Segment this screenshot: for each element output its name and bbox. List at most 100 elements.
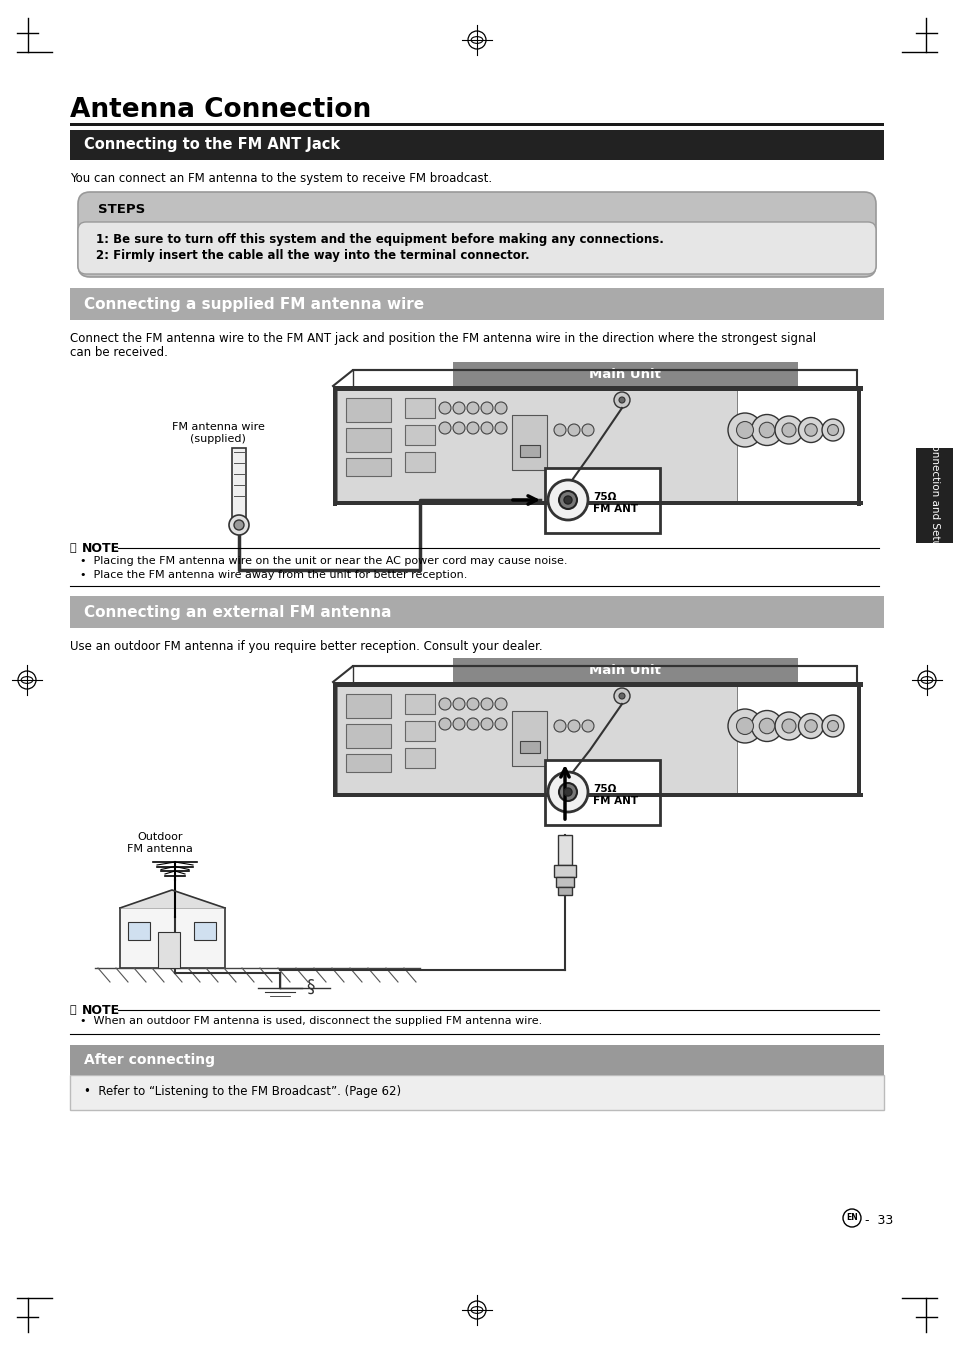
Bar xyxy=(70,1045,883,1075)
Text: (supplied): (supplied) xyxy=(190,433,246,444)
Bar xyxy=(453,657,797,682)
Circle shape xyxy=(774,416,802,444)
Text: •  Refer to “Listening to the FM Broadcast”. (Page 62): • Refer to “Listening to the FM Broadcas… xyxy=(84,1085,400,1099)
Circle shape xyxy=(438,698,451,710)
Bar xyxy=(232,448,246,518)
Text: NOTE: NOTE xyxy=(82,541,120,555)
Text: Antenna Connection: Antenna Connection xyxy=(70,97,371,123)
Bar xyxy=(333,682,336,796)
Circle shape xyxy=(480,402,493,414)
Text: Connecting a supplied FM antenna wire: Connecting a supplied FM antenna wire xyxy=(84,297,424,312)
Bar xyxy=(405,694,435,714)
Circle shape xyxy=(554,424,565,436)
Bar xyxy=(405,721,435,741)
Circle shape xyxy=(821,418,843,441)
Text: FM ANT: FM ANT xyxy=(593,504,638,514)
Bar xyxy=(336,686,737,794)
Bar xyxy=(333,386,336,506)
Bar xyxy=(556,878,574,887)
Text: 75Ω: 75Ω xyxy=(593,784,616,794)
Circle shape xyxy=(581,720,594,732)
Circle shape xyxy=(554,720,565,732)
Circle shape xyxy=(751,710,781,741)
FancyBboxPatch shape xyxy=(78,221,875,274)
Bar xyxy=(333,792,862,796)
Circle shape xyxy=(467,402,478,414)
Circle shape xyxy=(618,693,624,699)
Bar xyxy=(544,468,659,533)
Bar xyxy=(70,130,883,161)
Text: FM antenna: FM antenna xyxy=(127,844,193,855)
Bar xyxy=(158,931,180,968)
Circle shape xyxy=(453,423,464,433)
Circle shape xyxy=(826,424,838,436)
Bar xyxy=(346,724,391,748)
Circle shape xyxy=(495,698,506,710)
Bar xyxy=(453,362,797,386)
Circle shape xyxy=(547,772,587,811)
Circle shape xyxy=(480,718,493,730)
Text: Connection and Setup: Connection and Setup xyxy=(929,437,939,554)
Text: After connecting: After connecting xyxy=(84,1053,214,1066)
Text: 1: Be sure to turn off this system and the equipment before making any connectio: 1: Be sure to turn off this system and t… xyxy=(96,234,663,246)
Circle shape xyxy=(229,514,249,535)
Text: -  33: - 33 xyxy=(864,1214,892,1227)
Bar xyxy=(120,909,225,968)
Text: •  Place the FM antenna wire away from the unit for better reception.: • Place the FM antenna wire away from th… xyxy=(80,570,467,580)
Bar xyxy=(405,452,435,472)
Bar xyxy=(333,501,862,505)
Circle shape xyxy=(233,520,244,531)
Text: Use an outdoor FM antenna if you require better reception. Consult your dealer.: Use an outdoor FM antenna if you require… xyxy=(70,640,542,653)
Circle shape xyxy=(495,718,506,730)
Bar xyxy=(128,922,150,940)
Text: Main Unit: Main Unit xyxy=(588,663,660,676)
Text: NOTE: NOTE xyxy=(82,1003,120,1017)
Bar xyxy=(405,748,435,768)
Text: 2: Firmly insert the cable all the way into the terminal connector.: 2: Firmly insert the cable all the way i… xyxy=(96,248,529,262)
Text: Connecting an external FM antenna: Connecting an external FM antenna xyxy=(84,605,391,620)
Text: EN: EN xyxy=(845,1214,857,1223)
Bar xyxy=(70,595,883,628)
Text: can be received.: can be received. xyxy=(70,346,168,359)
Circle shape xyxy=(563,788,572,796)
Circle shape xyxy=(480,698,493,710)
Bar xyxy=(346,428,391,452)
FancyBboxPatch shape xyxy=(78,192,875,277)
Circle shape xyxy=(826,721,838,732)
Text: §: § xyxy=(306,977,314,996)
Bar xyxy=(558,836,572,865)
Text: Connect the FM antenna wire to the FM ANT jack and position the FM antenna wire : Connect the FM antenna wire to the FM AN… xyxy=(70,332,815,346)
Circle shape xyxy=(618,397,624,404)
Circle shape xyxy=(614,688,629,703)
Bar xyxy=(70,123,883,126)
Bar xyxy=(346,398,391,423)
Circle shape xyxy=(727,709,761,742)
Text: •  Placing the FM antenna wire on the unit or near the AC power cord may cause n: • Placing the FM antenna wire on the uni… xyxy=(80,556,567,566)
Text: ⎙: ⎙ xyxy=(70,1004,76,1015)
Circle shape xyxy=(759,718,774,734)
Bar xyxy=(333,682,862,687)
Bar xyxy=(519,741,539,753)
Bar xyxy=(333,386,862,391)
Circle shape xyxy=(581,424,594,436)
Circle shape xyxy=(804,720,817,732)
Circle shape xyxy=(495,423,506,433)
Text: FM ANT: FM ANT xyxy=(593,796,638,806)
Circle shape xyxy=(453,718,464,730)
Bar xyxy=(519,446,539,458)
Circle shape xyxy=(798,417,822,443)
Bar xyxy=(346,458,391,477)
Text: •  When an outdoor FM antenna is used, disconnect the supplied FM antenna wire.: • When an outdoor FM antenna is used, di… xyxy=(80,1017,541,1026)
Circle shape xyxy=(558,491,577,509)
Circle shape xyxy=(467,423,478,433)
Bar xyxy=(336,390,737,502)
Text: You can connect an FM antenna to the system to receive FM broadcast.: You can connect an FM antenna to the sys… xyxy=(70,171,492,185)
Bar xyxy=(70,288,883,320)
Bar xyxy=(856,682,861,796)
Text: FM antenna wire: FM antenna wire xyxy=(172,423,264,432)
Bar xyxy=(512,414,546,470)
Circle shape xyxy=(781,423,795,437)
Bar xyxy=(544,760,659,825)
Bar xyxy=(193,922,215,940)
Text: Outdoor: Outdoor xyxy=(137,832,183,842)
